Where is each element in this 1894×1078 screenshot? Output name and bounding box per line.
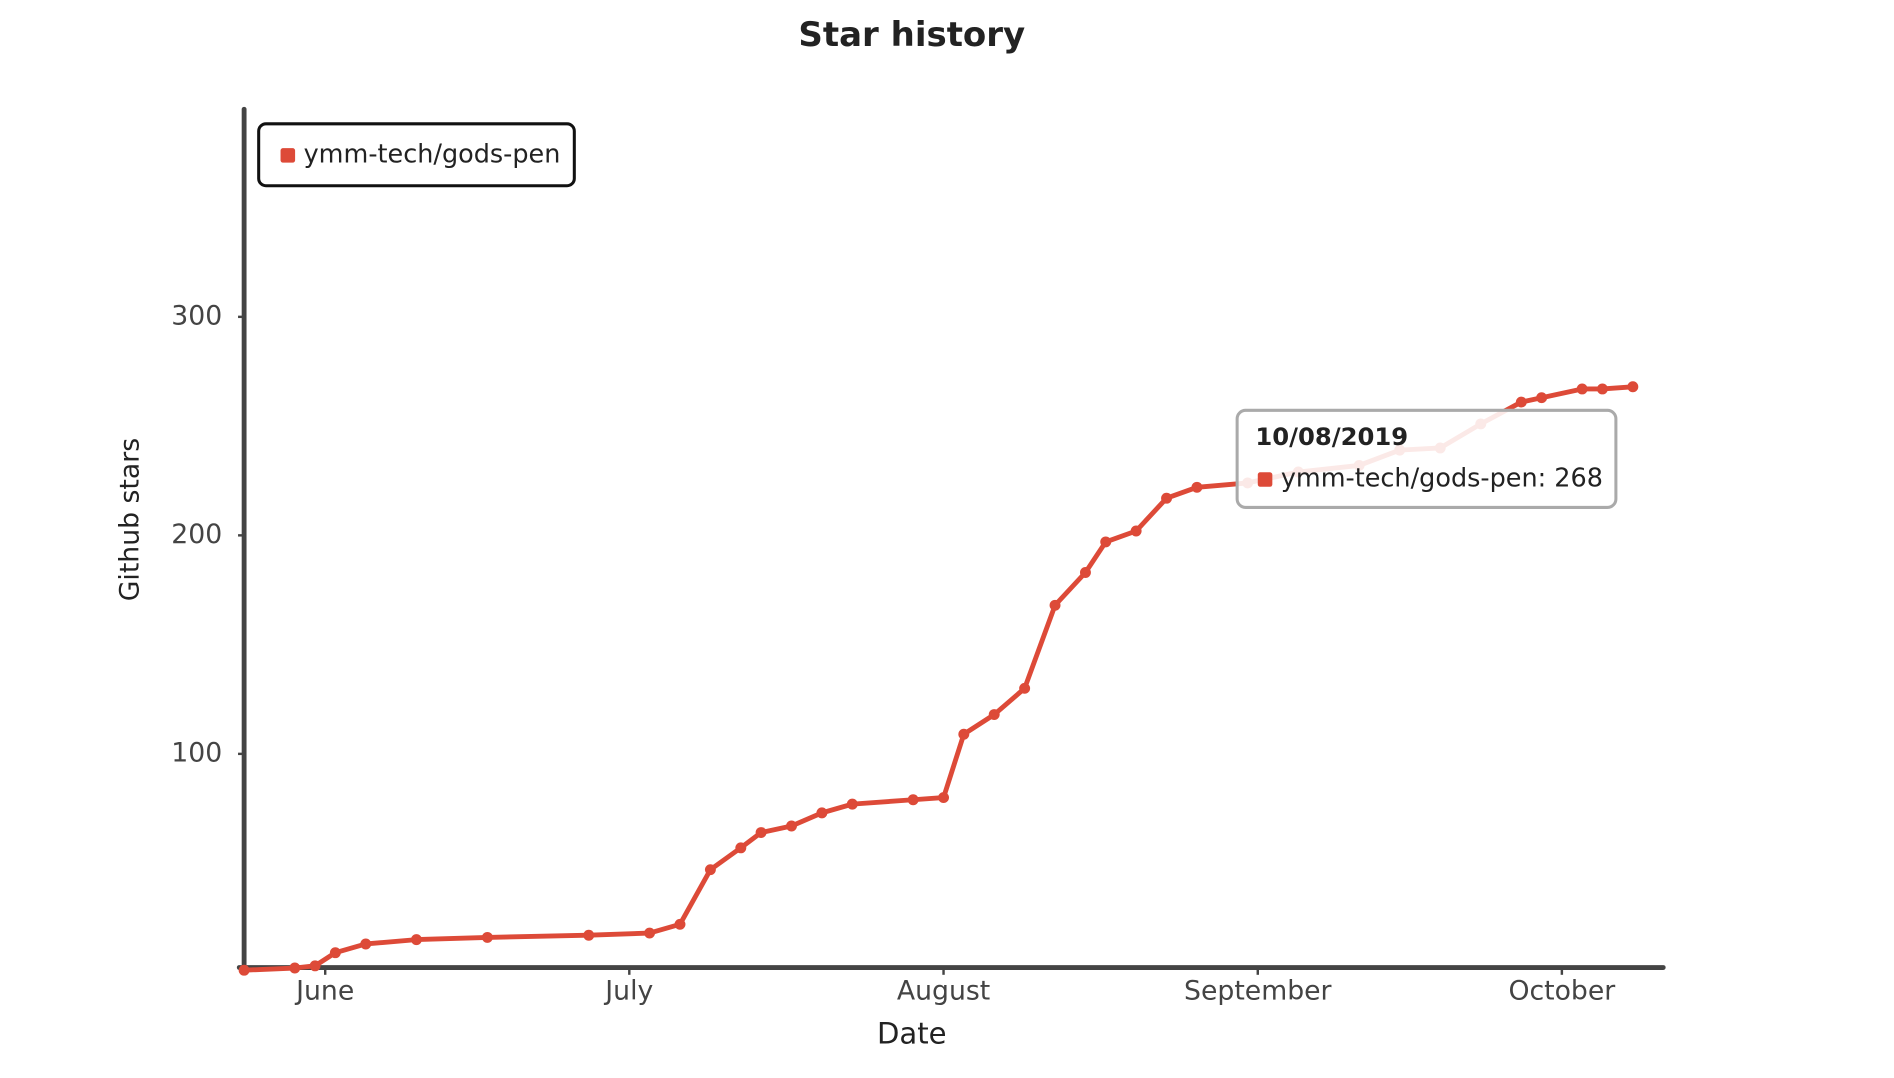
legend-label: ymm-tech/gods-pen [304,139,561,169]
data-point [958,728,970,740]
data-point [938,792,950,804]
data-point [786,820,797,832]
y-tick-label: 200 [171,519,222,550]
x-tick-label: August [897,975,990,1006]
data-point [1079,567,1091,578]
x-tick-label: October [1508,975,1615,1006]
data-point [907,794,919,806]
data-point [704,864,716,876]
data-point [1049,599,1061,611]
data-point [583,929,595,941]
data-point [846,798,858,810]
x-tick-label: September [1184,975,1332,1006]
tooltip-box [1235,408,1618,509]
tooltip-text: ymm-tech/gods-pen: 268 [1281,464,1603,494]
data-point [1161,492,1173,504]
data-point [1019,682,1031,694]
chart-title: Star history [798,15,1025,55]
data-point [1130,525,1142,537]
legend: ymm-tech/gods-pen [257,122,576,188]
legend-swatch [280,148,296,163]
data-point [238,964,250,976]
data-point [1576,383,1588,395]
data-point [1100,536,1112,548]
tooltip: 10/08/2019 ymm-tech/gods-pen: 268 [1235,408,1618,509]
data-point [360,938,372,950]
legend-box [257,122,576,188]
y-tick-label: 100 [171,737,222,768]
data-point [735,842,747,854]
tooltip-date: 10/08/2019 [1255,422,1408,451]
data-point [1596,383,1608,395]
data-point [644,927,656,939]
data-point [1515,396,1527,408]
data-point [1536,392,1548,404]
y-axis-label: Github stars [115,438,146,601]
tooltip-swatch [1257,472,1273,487]
data-point [481,931,493,943]
data-point [1627,381,1639,393]
data-point [755,827,767,838]
data-point [410,934,422,946]
data-point [1191,481,1203,493]
data-point [816,807,828,819]
data-point [988,709,1000,721]
data-point [289,962,301,974]
x-tick-label: June [294,975,354,1006]
data-point [309,960,321,972]
x-axis-label: Date [877,1017,947,1051]
data-point [329,947,341,959]
data-point [674,918,686,930]
x-tick-label: July [603,975,653,1006]
y-tick-label: 300 [171,300,222,331]
